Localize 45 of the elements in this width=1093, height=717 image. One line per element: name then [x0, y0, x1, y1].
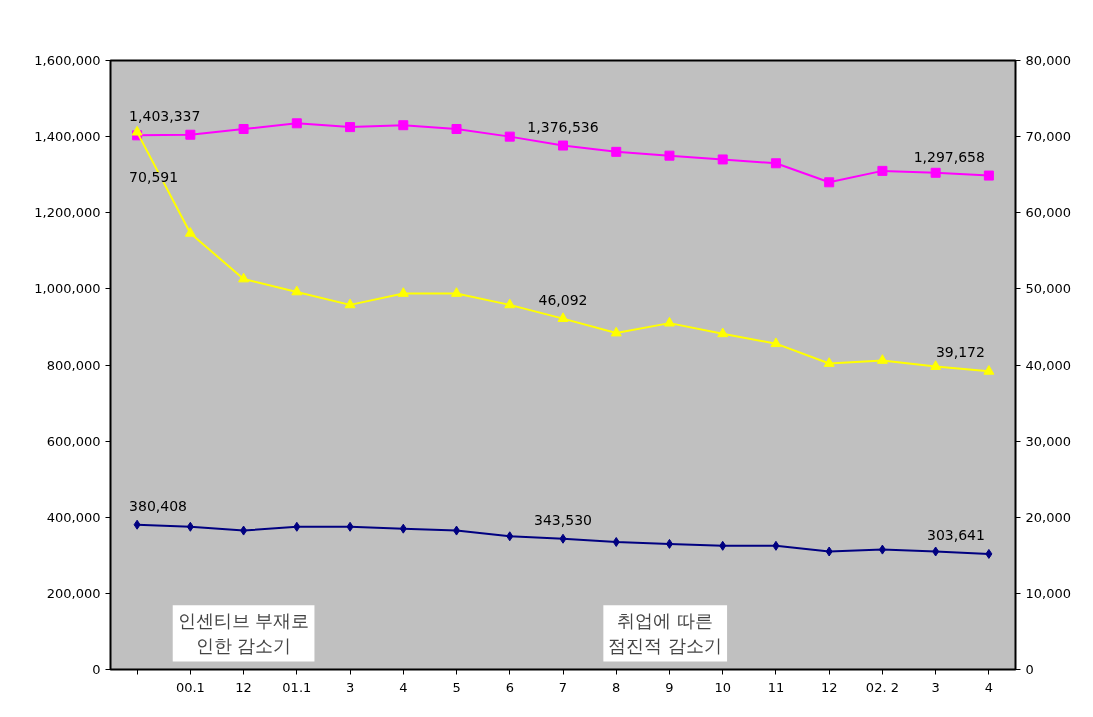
- y2-tick-label: 20,000: [1025, 509, 1071, 525]
- x-tick-label: 00.1: [175, 679, 205, 695]
- annotation: 취업에 따른 점진적 감소기: [608, 610, 723, 657]
- data-label: 1,297,658: [913, 148, 985, 165]
- x-tick-label: 6: [505, 679, 514, 695]
- data-label: 1,376,536: [527, 118, 599, 135]
- y-tick-label: 0: [92, 662, 101, 677]
- x-tick-label: 02. 2: [865, 679, 899, 695]
- y-tick-label: 1,000,000: [34, 281, 101, 297]
- x-tick-label: 12: [235, 679, 252, 695]
- x-tick-label: 3: [345, 679, 355, 695]
- y2-tick-label: 60,000: [1025, 205, 1071, 221]
- y2-tick-label: 10,000: [1025, 585, 1071, 601]
- x-tick-label: 4: [399, 679, 408, 695]
- data-label: 46,092: [538, 291, 588, 308]
- data-label: 380,408: [129, 497, 188, 514]
- y-tick-label: 1,600,000: [34, 53, 101, 68]
- x-tick-label: 7: [558, 679, 568, 695]
- y-tick-label: 800,000: [46, 357, 101, 373]
- x-tick-label: 5: [452, 679, 461, 695]
- data-label: 303,641: [926, 526, 985, 543]
- data-label: 343,530: [534, 511, 592, 528]
- data-label: 70,591: [129, 169, 179, 186]
- y2-tick-label: 70,000: [1025, 129, 1071, 145]
- x-tick-label: 9: [665, 679, 674, 695]
- y-tick-label: 1,200,000: [34, 205, 101, 221]
- x-tick-label: 8: [612, 679, 621, 695]
- x-tick-label: 11: [767, 679, 785, 695]
- x-tick-label: 12: [820, 679, 838, 695]
- y2-tick-label: 0: [1025, 662, 1034, 677]
- y2-tick-label: 80,000: [1025, 53, 1071, 68]
- data-label: 39,172: [935, 344, 985, 361]
- y-tick-label: 400,000: [46, 509, 101, 525]
- x-tick-label: 01.1: [282, 679, 312, 695]
- x-tick-label: 10: [714, 679, 731, 695]
- y-tick-label: 600,000: [46, 433, 101, 449]
- x-tick-label: 3: [931, 679, 940, 695]
- annotation: 인센티브 부재로 인한 감소기: [177, 610, 310, 657]
- x-tick-label: 4: [984, 679, 994, 695]
- y2-tick-label: 30,000: [1025, 433, 1071, 449]
- y2-tick-label: 50,000: [1025, 281, 1071, 297]
- y-tick-label: 200,000: [46, 585, 101, 601]
- data-label: 1,403,337: [129, 108, 201, 125]
- y-tick-label: 1,400,000: [34, 129, 101, 145]
- y2-tick-label: 40,000: [1025, 357, 1071, 373]
